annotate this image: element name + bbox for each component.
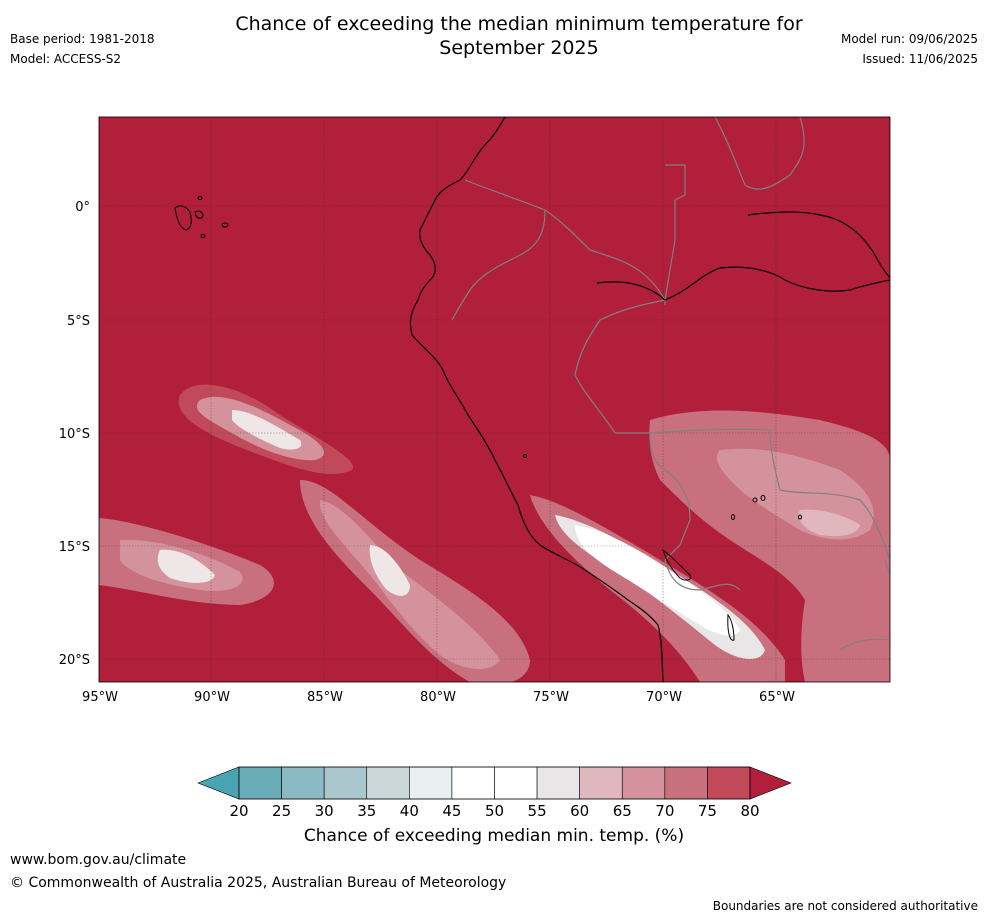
colorbar-over-triangle — [749, 766, 792, 800]
colorbar-tick: 50 — [485, 802, 504, 820]
lat-label-5s: 5°S — [67, 314, 90, 329]
meta-right: Model run: 09/06/2025 Issued: 11/06/2025 — [841, 32, 978, 72]
colorbar-tick: 70 — [655, 802, 674, 820]
lon-label-85w: 85°W — [307, 690, 343, 705]
lat-label-15s: 15°S — [59, 540, 90, 555]
base-period: Base period: 1981-2018 — [10, 32, 155, 46]
footer-disclaimer: Boundaries are not considered authoritat… — [712, 899, 978, 913]
colorbar-tick: 80 — [740, 802, 759, 820]
colorbar-swatch — [238, 766, 282, 800]
model-name: Model: ACCESS-S2 — [10, 52, 122, 66]
colorbar-tick: 55 — [528, 802, 547, 820]
gridlines — [99, 117, 890, 682]
footer-url: www.bom.gov.au/climate — [10, 852, 187, 868]
colorbar-tick: 40 — [400, 802, 419, 820]
country-borders — [451, 117, 890, 651]
colorbar-tick: 20 — [229, 802, 248, 820]
colorbar-tick: 60 — [570, 802, 589, 820]
map-frame — [98, 116, 891, 683]
lon-label-95w: 95°W — [82, 690, 118, 705]
colorbar-swatch — [366, 766, 410, 800]
lat-label-0: 0° — [75, 200, 90, 215]
lon-label-65w: 65°W — [759, 690, 795, 705]
colorbar-swatch — [579, 766, 623, 800]
anomaly-region-southwest-lobe-core — [157, 549, 215, 583]
chart-title: Chance of exceeding the median minimum t… — [150, 12, 888, 60]
colorbar-label: Chance of exceeding median min. temp. (%… — [303, 826, 685, 846]
lon-label-75w: 75°W — [533, 690, 569, 705]
issued-date: Issued: 11/06/2025 — [862, 52, 978, 66]
lon-label-70w: 70°W — [646, 690, 682, 705]
colorbar-tick: 30 — [315, 802, 334, 820]
colorbar-swatch — [451, 766, 495, 800]
galapagos-islands — [174, 196, 229, 238]
colorbar-tick-labels: 20 25 30 35 40 45 50 55 60 65 70 75 80 — [229, 802, 759, 820]
colorbar-swatch — [409, 766, 453, 800]
colorbar-tick: 65 — [613, 802, 632, 820]
lat-label-10s: 10°S — [59, 427, 90, 442]
colorbar-tick: 45 — [442, 802, 461, 820]
lon-label-80w: 80°W — [420, 690, 456, 705]
colorbar-tick: 35 — [357, 802, 376, 820]
colorbar-tick: 75 — [698, 802, 717, 820]
lat-label-20s: 20°S — [59, 653, 90, 668]
coastlines — [409, 117, 890, 682]
anomaly-region-andes-core — [575, 525, 740, 636]
colorbar-under-triangle — [197, 766, 240, 800]
anomaly-region-west-streak-core — [232, 410, 302, 450]
lon-label-90w: 90°W — [194, 690, 230, 705]
title-line-2: September 2025 — [439, 37, 599, 59]
meta-left: Base period: 1981-2018 Model: ACCESS-S2 — [10, 32, 155, 72]
anomaly-region-central-streak-inner — [319, 500, 500, 670]
colorbar-frame — [238, 766, 751, 800]
title-line-1: Chance of exceeding the median minimum t… — [235, 13, 803, 35]
colorbar-swatch — [281, 766, 325, 800]
colorbar-swatch — [664, 766, 708, 800]
colorbar-tick: 25 — [272, 802, 291, 820]
anomaly-region-central-streak-core — [369, 545, 410, 596]
colorbar-swatch — [707, 766, 751, 800]
longitude-labels: 95°W 90°W 85°W 80°W 75°W 70°W 65°W — [82, 690, 795, 705]
model-run: Model run: 09/06/2025 — [840, 32, 978, 46]
colorbar: 20 25 30 35 40 45 50 55 60 65 70 75 80 — [197, 766, 792, 820]
colorbar-swatch — [621, 766, 666, 800]
colorbar-swatch — [494, 766, 538, 800]
colorbar-swatch — [536, 766, 580, 800]
footer-copyright: © Commonwealth of Australia 2025, Austra… — [10, 875, 507, 891]
lakes — [523, 454, 802, 641]
anomaly-region-southeast-core — [798, 509, 860, 537]
colorbar-swatch — [323, 766, 368, 800]
probability-field — [99, 117, 890, 682]
colorbar-swatches — [238, 766, 751, 800]
latitude-labels: 0° 5°S 10°S 15°S 20°S — [59, 200, 90, 668]
